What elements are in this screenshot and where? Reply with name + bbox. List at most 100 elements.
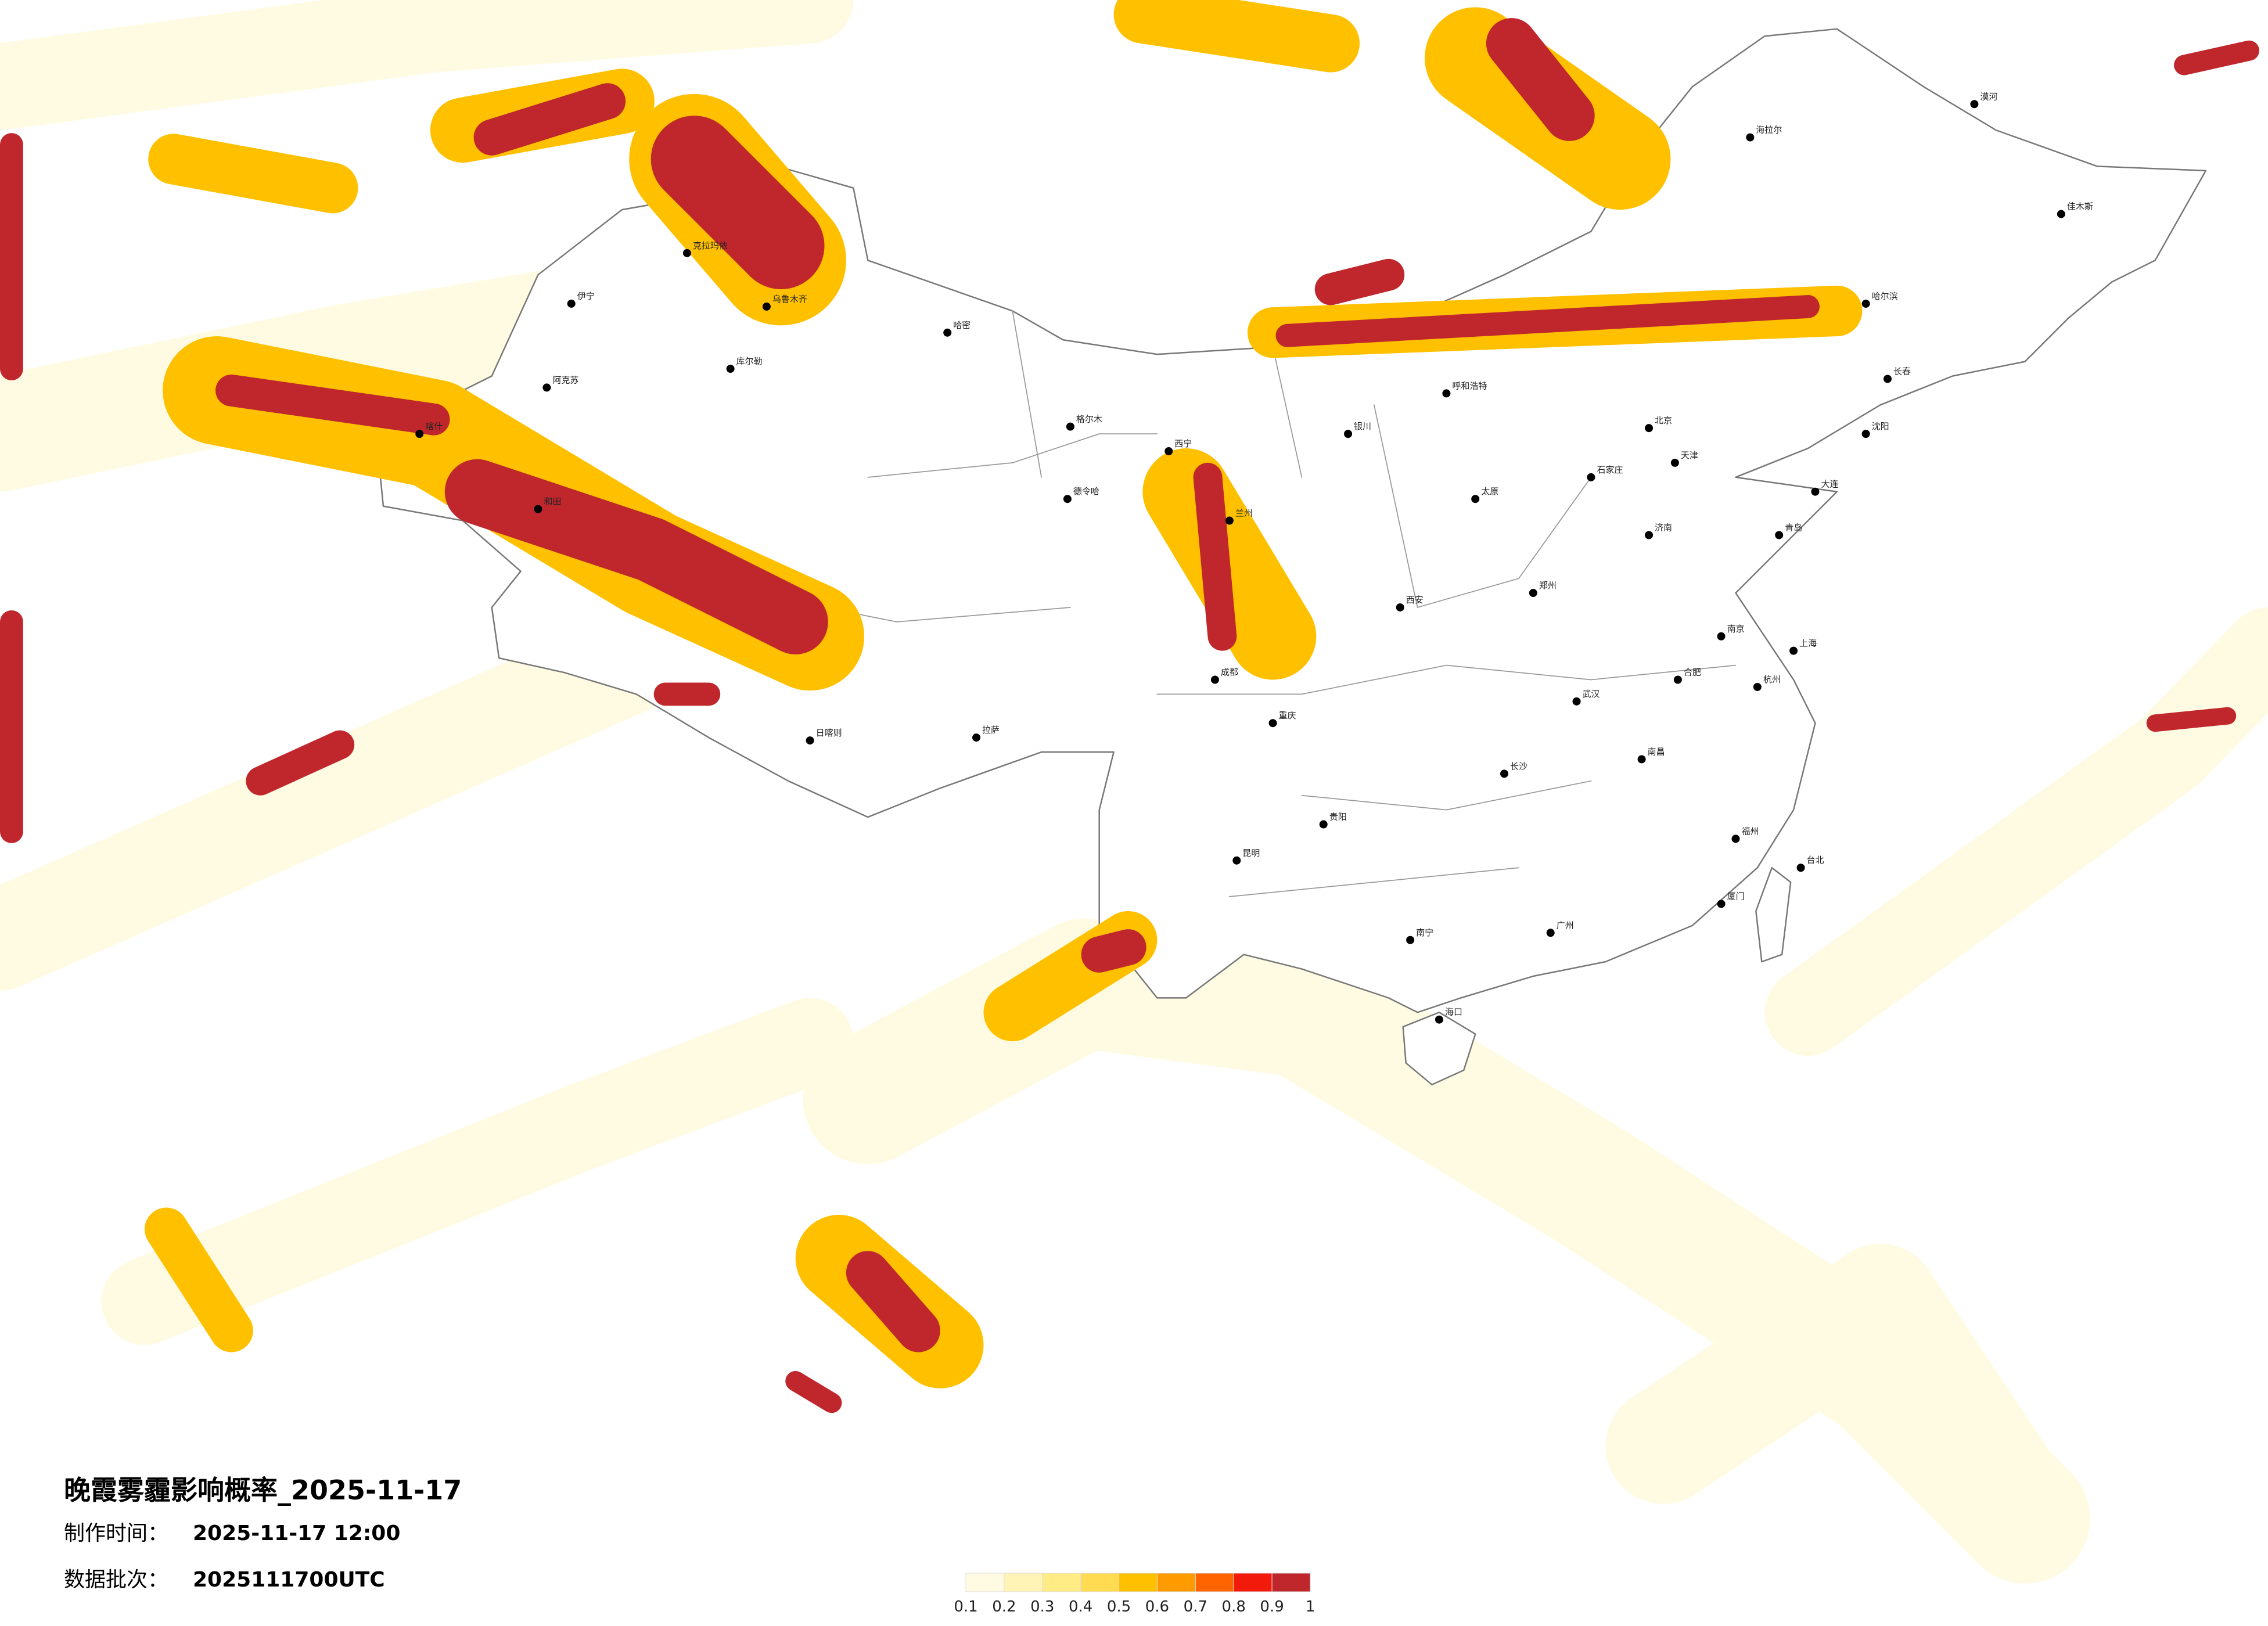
city-label: 漠河 xyxy=(1980,91,1997,102)
city-dot xyxy=(1406,936,1415,944)
legend-tick-label: 0.3 xyxy=(1030,1598,1054,1616)
city-dot xyxy=(1435,1015,1443,1024)
city-dot xyxy=(762,302,771,311)
city-label: 呼和浩特 xyxy=(1452,380,1487,391)
city-label: 和田 xyxy=(544,497,561,507)
city-dot xyxy=(1746,133,1755,142)
legend-swatch xyxy=(1119,1573,1158,1592)
city-dot xyxy=(1645,531,1654,539)
city-dot xyxy=(1970,100,1979,109)
city-label: 伊宁 xyxy=(577,291,595,301)
city-dot xyxy=(1210,675,1219,684)
city-label: 大连 xyxy=(1821,479,1838,490)
city-dot xyxy=(1063,495,1072,503)
map-layer xyxy=(0,0,2268,1584)
city-dot xyxy=(2057,210,2065,218)
city-dot xyxy=(542,383,551,392)
city-label: 克拉玛依 xyxy=(693,240,728,251)
city-label: 乌鲁木齐 xyxy=(772,294,807,304)
city-dot xyxy=(1572,697,1581,706)
city-dot xyxy=(415,430,424,438)
legend-swatch xyxy=(965,1573,1005,1592)
city-label: 德令哈 xyxy=(1073,486,1099,497)
city-label: 石家庄 xyxy=(1597,465,1623,475)
city-dot xyxy=(1529,589,1537,598)
city-dot xyxy=(1861,430,1870,438)
legend-tick-label: 0.7 xyxy=(1184,1598,1207,1616)
city-dot xyxy=(1546,929,1555,937)
city-dot xyxy=(1775,531,1784,539)
legend-tick-label: 0.2 xyxy=(992,1598,1016,1616)
city-dot xyxy=(1731,834,1740,843)
city-label: 济南 xyxy=(1655,522,1672,533)
city-dot xyxy=(1717,900,1726,908)
title: 晚霞雾霾影响概率_2025-11-17 xyxy=(64,1474,462,1506)
city-label: 南宁 xyxy=(1416,927,1433,938)
city-label: 格尔木 xyxy=(1076,414,1102,425)
city-dot xyxy=(726,365,735,373)
city-label: 广州 xyxy=(1557,920,1574,930)
city-label: 海拉尔 xyxy=(1756,125,1782,135)
batch: 2025111700UTC xyxy=(193,1568,385,1592)
legend-swatch xyxy=(1042,1573,1081,1592)
legend-tick-label: 0.1 xyxy=(954,1598,977,1616)
legend-swatch xyxy=(1004,1573,1043,1592)
city-label: 南京 xyxy=(1727,624,1745,634)
city-label: 厦门 xyxy=(1727,891,1745,902)
legend-swatch xyxy=(1080,1573,1120,1592)
city-dot xyxy=(1883,375,1892,383)
city-dot xyxy=(1442,389,1451,398)
city-dot xyxy=(1670,458,1679,467)
city-dot xyxy=(1587,473,1595,481)
city-dot xyxy=(1232,856,1241,865)
city-label: 上海 xyxy=(1799,638,1817,649)
taiwan-outline xyxy=(1755,866,1792,963)
city-label: 青岛 xyxy=(1785,522,1802,533)
city-label: 重庆 xyxy=(1279,710,1296,721)
legend-tick-label: 0.6 xyxy=(1145,1598,1169,1616)
batch-label: 数据批次： xyxy=(64,1568,168,1592)
city-label: 北京 xyxy=(1655,415,1672,426)
legend-tick-label: 0.5 xyxy=(1107,1598,1131,1616)
city-dot xyxy=(1225,516,1234,525)
city-dot xyxy=(567,299,576,308)
legend-tick-label: 1 xyxy=(1306,1598,1315,1616)
city-dot xyxy=(1500,769,1509,778)
city-dot xyxy=(1066,422,1074,431)
legend-tick-label: 0.4 xyxy=(1069,1598,1092,1616)
city-label: 日喀则 xyxy=(816,728,842,738)
legend-tick-label: 0.9 xyxy=(1260,1598,1284,1616)
city-label: 拉萨 xyxy=(982,725,1000,735)
city-label: 天津 xyxy=(1681,450,1698,461)
legend-tick-label: 0.8 xyxy=(1222,1598,1246,1616)
city-label: 长沙 xyxy=(1510,761,1527,771)
city-dot xyxy=(943,328,952,337)
province-borders xyxy=(752,310,1737,897)
city-dot xyxy=(534,505,542,513)
city-label: 贵阳 xyxy=(1329,812,1347,822)
city-dot xyxy=(1164,447,1173,456)
city-label: 太原 xyxy=(1481,486,1498,497)
legend-swatch xyxy=(1233,1573,1273,1592)
city-dot xyxy=(1471,495,1480,503)
city-dot xyxy=(1319,820,1328,829)
city-label: 喀什 xyxy=(425,421,443,431)
made-label: 制作时间： xyxy=(64,1521,168,1545)
city-label: 武汉 xyxy=(1583,689,1600,699)
city-label: 哈密 xyxy=(953,320,971,330)
city-label: 哈尔滨 xyxy=(1872,291,1898,301)
city-dot xyxy=(1789,646,1798,655)
city-label: 福州 xyxy=(1741,826,1759,836)
city-label: 昆明 xyxy=(1242,848,1260,858)
city-label: 南昌 xyxy=(1648,746,1665,757)
city-label: 佳木斯 xyxy=(2067,202,2093,212)
city-label: 成都 xyxy=(1221,667,1238,677)
city-label: 台北 xyxy=(1807,855,1824,865)
city-dot xyxy=(1811,487,1820,496)
legend-swatch xyxy=(1156,1573,1196,1592)
legend-swatch xyxy=(1195,1573,1234,1592)
city-dot xyxy=(682,249,691,257)
legend-swatch xyxy=(1271,1573,1311,1592)
